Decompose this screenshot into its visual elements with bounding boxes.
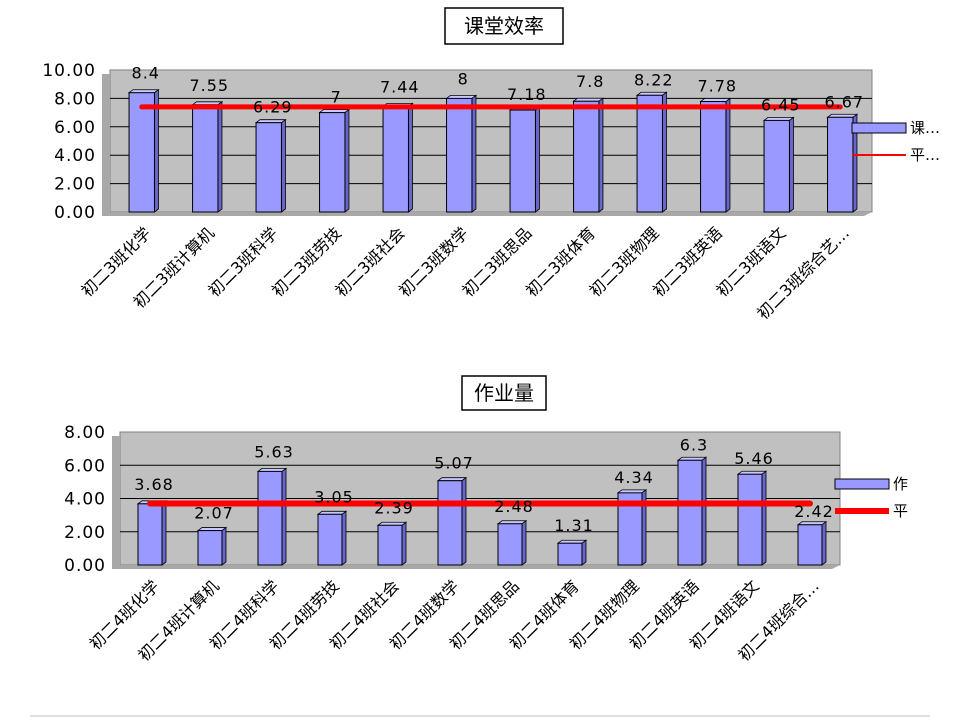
chart2-data-label: 6.3	[680, 435, 708, 454]
chart1-bar	[509, 109, 536, 213]
chart2-data-label: 5.46	[734, 449, 774, 468]
chart2-bar-side	[401, 521, 407, 566]
chart2-data-label: 2.42	[794, 502, 834, 521]
chart2-bar	[497, 523, 523, 566]
chart1-data-label: 8	[458, 69, 469, 88]
chart2-bar	[257, 470, 283, 566]
chart1-bar-side	[598, 97, 604, 213]
chart1-bar-side	[725, 97, 731, 213]
chart1-data-label: 7	[331, 88, 342, 107]
chart2-bar	[197, 530, 223, 566]
chart2-bar-side	[701, 456, 707, 566]
chart2-bar	[437, 480, 463, 566]
chart1-bar	[636, 94, 663, 213]
chart1-data-label: 6.67	[824, 92, 864, 111]
chart1-bar-side	[217, 100, 223, 213]
chart1-legend-bar-swatch	[851, 122, 907, 134]
chart1-bar-side	[662, 91, 667, 213]
chart2-data-label: 2.07	[194, 504, 234, 523]
chart1-bar	[763, 119, 790, 213]
chart2-y-tick-label: 4.00	[64, 490, 106, 510]
chart2-bar	[377, 524, 403, 566]
chart1-bar	[255, 122, 282, 213]
chart1-bar-side	[471, 94, 477, 213]
chart2-data-label: 4.34	[614, 468, 654, 487]
chart1-title-text: 课堂效率	[464, 14, 544, 38]
chart2-y-tick-label: 6.00	[64, 456, 106, 476]
chart1-data-label: 8.4	[132, 64, 160, 83]
chart2-legend-bar-swatch	[834, 478, 890, 490]
chart2-bar	[557, 542, 583, 566]
chart2-bar	[737, 473, 763, 566]
chart1-bar	[382, 105, 409, 213]
chart2-y-tick-label: 8.00	[64, 423, 106, 443]
chart1-bar-side	[789, 116, 794, 213]
chart1-legend-line-label: 平…	[910, 146, 940, 164]
chart1-y-tick-label: 2.00	[54, 175, 96, 195]
chart2-bar-side	[761, 470, 767, 566]
chart1-data-label: 7.18	[507, 85, 547, 104]
chart1-data-label: 6.29	[253, 98, 293, 117]
chart1-plot-area	[109, 69, 873, 213]
chart1-bar-side	[408, 102, 413, 213]
chart2-title-text: 作业量	[474, 381, 534, 405]
chart2-plot-floor	[112, 565, 840, 569]
chart1-y-tick-label: 4.00	[54, 146, 96, 166]
chart2-title: 作业量	[461, 375, 547, 411]
chart2-data-label: 3.05	[314, 487, 354, 506]
chart2-bar-side	[161, 500, 167, 566]
chart1-y-tick-label: 6.00	[54, 118, 96, 138]
chart1-bar-side	[344, 108, 350, 213]
chart2-bar	[137, 503, 163, 566]
chart1-title: 课堂效率	[444, 7, 564, 45]
chart1-bar	[319, 112, 346, 213]
chart2-homework: 0.00 2.00 4.00 6.00 8.00 3.68 2.07 5.63 3.05 2.39…	[64, 423, 908, 665]
chart2-y-tick-label: 0.00	[64, 556, 106, 576]
chart1-plot-side	[102, 74, 110, 216]
chart2-data-label: 2.39	[374, 498, 414, 517]
chart1-bar-side	[535, 106, 540, 213]
chart1-data-label: 6.45	[761, 95, 801, 114]
chart2-bar-side	[221, 526, 227, 566]
chart2-data-label: 3.68	[134, 475, 174, 494]
chart2-bar	[677, 459, 703, 566]
chart1-legend-bar-label: 课…	[910, 119, 940, 137]
chart1-y-tick-label: 10.00	[42, 61, 96, 81]
chart2-plot-side	[112, 436, 120, 569]
chart2-y-tick-label: 2.00	[64, 523, 106, 543]
chart2-bar-side	[341, 510, 347, 566]
chart2-bar-side	[521, 519, 527, 566]
chart1-bar-side	[281, 118, 286, 213]
chart2-bar-side	[581, 539, 587, 566]
chart1-bar	[827, 116, 854, 213]
chart1-data-label: 7.44	[380, 77, 420, 96]
chart2-bar	[797, 524, 823, 566]
chart2-bar-side	[461, 476, 467, 566]
chart2-data-label: 5.63	[254, 442, 294, 461]
chart1-plot-floor	[102, 212, 872, 216]
chart2-data-label: 2.48	[494, 497, 534, 516]
chart1-data-label: 7.78	[697, 77, 737, 96]
chart1-bar	[128, 92, 155, 213]
chart1-bar	[700, 101, 727, 213]
chart1-efficiency: 0.00 2.00 4.00 6.00 8.00 10.00 8.4 7.55 6.29 7 7.4…	[42, 61, 940, 323]
chart2-bar-side	[281, 467, 287, 566]
chart2-legend-line-label: 平	[893, 502, 908, 520]
chart1-bar	[192, 104, 219, 213]
chart1-y-tick-label: 0.00	[54, 203, 96, 223]
chart2-data-label: 1.31	[554, 516, 594, 535]
chart1-data-label: 8.22	[634, 70, 674, 89]
chart1-data-label: 7.55	[189, 76, 229, 95]
chart2-bar-side	[821, 520, 827, 566]
chart1-data-label: 7.8	[576, 72, 604, 91]
chart1-bar	[573, 100, 600, 213]
chart2-bar	[317, 513, 343, 566]
chart2-data-label: 5.07	[434, 454, 474, 473]
chart2-legend-bar-label: 作	[893, 475, 908, 493]
chart1-bar	[446, 97, 473, 213]
chart1-y-tick-label: 8.00	[54, 89, 96, 109]
